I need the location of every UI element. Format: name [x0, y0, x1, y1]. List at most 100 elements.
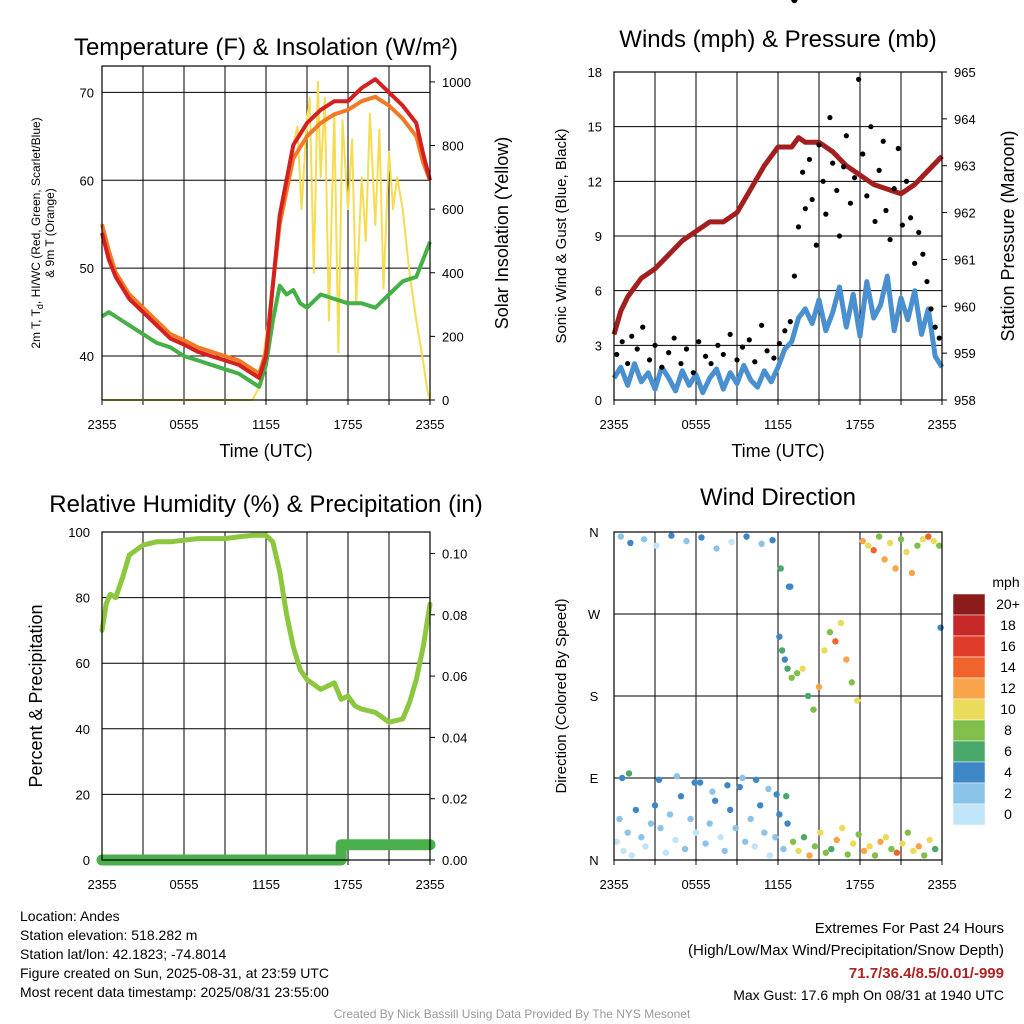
- direction-point: [683, 537, 690, 545]
- direction-point: [817, 829, 824, 836]
- y-left-axis-label: Percent & Precipitation: [26, 604, 46, 787]
- gust-point: [619, 339, 625, 345]
- legend-title: mph: [992, 574, 1019, 590]
- direction-point: [698, 534, 705, 541]
- y-tick-label: S: [590, 689, 599, 704]
- x-tick-label: 1155: [252, 417, 280, 432]
- legend-swatch: [952, 677, 986, 700]
- direction-point: [821, 647, 828, 654]
- y-left-tick-label: 18: [588, 65, 602, 80]
- direction-point: [844, 851, 851, 858]
- gust-point: [907, 215, 914, 221]
- legend-label: 18: [1000, 617, 1016, 633]
- direction-point: [800, 834, 808, 841]
- y-left-tick-label: 60: [76, 656, 90, 671]
- gust-point: [764, 348, 770, 354]
- direction-point: [915, 843, 922, 850]
- direction-point: [919, 536, 927, 543]
- direction-point: [613, 838, 620, 845]
- y-right-tick-label: 963: [954, 159, 976, 174]
- legend-label: 2: [1004, 785, 1012, 801]
- direction-point: [776, 633, 783, 640]
- gust-point: [841, 164, 847, 170]
- direction-point: [717, 834, 724, 841]
- direction-point: [616, 815, 623, 823]
- direction-point: [702, 840, 709, 847]
- footer-created: Figure created on Sun, 2025-08-31, at 23…: [20, 965, 329, 981]
- series-line-relative-humidity: [99, 532, 433, 725]
- chart-title: Relative Humidity (%) & Precipitation (i…: [49, 491, 482, 518]
- y-left-tick-label: 50: [80, 261, 94, 276]
- y-left-tick-label: 3: [595, 338, 602, 353]
- direction-point: [758, 540, 765, 548]
- extremes-title: Extremes For Past 24 Hours: [814, 920, 1004, 937]
- direction-point: [925, 533, 932, 540]
- direction-point: [772, 834, 779, 841]
- extremes-panel: Extremes For Past 24 Hours (High/Low/Max…: [564, 918, 1004, 1005]
- gust-point: [646, 357, 653, 363]
- direction-point: [936, 542, 943, 549]
- chart-title: Temperature (F) & Insolation (W/m²): [74, 34, 458, 61]
- direction-point: [766, 852, 773, 859]
- y-left-tick-label: 60: [80, 173, 94, 188]
- direction-point: [793, 670, 801, 677]
- chart-title: Wind Direction: [700, 484, 856, 511]
- x-tick-label: 0555: [170, 417, 199, 432]
- direction-point: [709, 788, 716, 795]
- x-tick-label: 2355: [600, 417, 629, 432]
- gust-point: [895, 145, 901, 152]
- y-right-tick-label: 0.08: [442, 608, 467, 623]
- direction-point: [937, 624, 944, 631]
- gust-point: [634, 346, 640, 352]
- x-tick-label: 0555: [682, 417, 711, 432]
- gust-point: [920, 251, 926, 257]
- direction-point: [859, 537, 866, 545]
- direction-point: [726, 806, 734, 814]
- direction-point: [877, 838, 884, 845]
- gust-point: [791, 273, 798, 279]
- direction-point: [899, 840, 906, 847]
- gust-point: [727, 331, 733, 337]
- direction-point: [736, 783, 743, 791]
- y-right-tick-label: 200: [442, 329, 464, 344]
- gust-point: [683, 346, 690, 352]
- legend-label: 16: [1000, 638, 1016, 654]
- direction-point: [706, 820, 713, 827]
- y-right-tick-label: 1000: [442, 75, 471, 90]
- direction-point: [839, 824, 846, 832]
- gust-point: [696, 339, 702, 345]
- gust-point: [752, 359, 758, 365]
- max-gust: Max Gust: 17.6 mph On 08/31 at 1940 UTC: [733, 987, 1004, 1003]
- x-tick-label: 1155: [252, 877, 280, 892]
- x-tick-label: 1155: [764, 877, 792, 892]
- gust-point: [734, 357, 740, 363]
- direction-point: [893, 849, 901, 856]
- direction-point: [638, 834, 645, 841]
- gust-point: [928, 306, 934, 312]
- direction-point: [888, 845, 895, 853]
- gust-point: [843, 133, 849, 139]
- extremes-values: 71.7/36.4/8.5/0.01/-999: [848, 965, 1004, 982]
- gust-point: [776, 340, 782, 347]
- y-tick-label: E: [590, 771, 599, 786]
- gust-point: [746, 337, 752, 343]
- y-right-tick-label: 600: [442, 202, 464, 217]
- gust-point: [813, 242, 819, 248]
- direction-point: [910, 847, 917, 855]
- y-left-axis-label-line2: & 9m T (Orange): [43, 188, 57, 278]
- direction-point: [837, 619, 845, 627]
- direction-point: [931, 845, 939, 853]
- legend-label: 14: [1000, 659, 1016, 675]
- gust-point: [652, 342, 658, 348]
- gust-point: [816, 142, 822, 148]
- y-right-tick-label: 958: [954, 393, 976, 408]
- x-axis-label: Time (UTC): [731, 441, 824, 461]
- series-line-station-pressure: [611, 135, 944, 336]
- y-left-tick-label: 0: [595, 393, 602, 408]
- x-axis-label: Time (UTC): [219, 441, 312, 461]
- gust-point: [787, 319, 793, 325]
- direction-point: [751, 843, 758, 850]
- direction-point: [904, 829, 912, 836]
- direction-point: [788, 674, 795, 681]
- direction-point: [724, 782, 731, 789]
